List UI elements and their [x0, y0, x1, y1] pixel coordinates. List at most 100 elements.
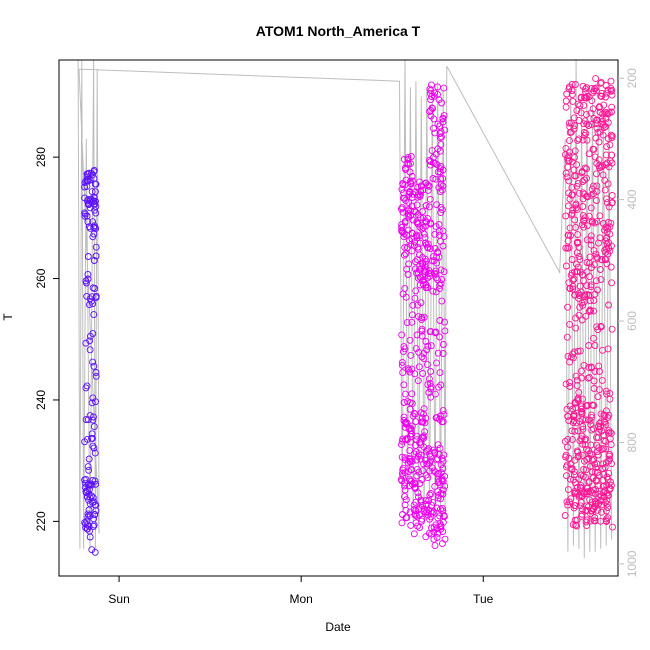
data-point [436, 369, 444, 377]
data-point [408, 390, 416, 398]
y-tick-label: 280 [34, 147, 48, 167]
data-point [398, 331, 406, 339]
data-point [579, 136, 587, 144]
data-point [426, 108, 434, 116]
data-point [430, 467, 438, 475]
data-point [399, 466, 407, 474]
data-point [411, 483, 419, 491]
data-point [562, 244, 570, 252]
data-point [438, 133, 445, 141]
data-point [403, 514, 411, 522]
data-point [569, 285, 577, 293]
data-point [82, 475, 90, 483]
data-point [432, 414, 440, 422]
data-point [89, 284, 97, 292]
data-point [418, 353, 426, 361]
data-point [593, 254, 601, 262]
data-point [82, 489, 90, 497]
data-point [82, 416, 90, 424]
data-point [406, 237, 414, 245]
data-point [574, 238, 582, 246]
data-point [606, 141, 614, 149]
data-point [603, 500, 611, 508]
data-point [571, 216, 579, 224]
data-point [591, 503, 599, 510]
data-point [586, 417, 594, 425]
data-points-layer [81, 75, 616, 556]
data-point [437, 381, 445, 389]
data-point [593, 170, 600, 178]
data-point [598, 508, 605, 516]
data-point [441, 535, 449, 543]
data-point [410, 242, 418, 250]
data-point [399, 290, 407, 298]
data-point [587, 204, 595, 212]
data-point [566, 123, 574, 131]
data-point [91, 188, 99, 196]
data-point [596, 234, 604, 242]
data-point [602, 437, 610, 445]
data-point [569, 97, 577, 105]
data-point [587, 517, 595, 525]
data-point [85, 506, 93, 514]
data-point [595, 493, 603, 501]
data-point [600, 411, 608, 419]
data-point [595, 444, 603, 452]
data-point [414, 243, 422, 251]
data-point [588, 120, 596, 128]
data-point [590, 307, 597, 315]
data-point [85, 455, 93, 463]
data-point [601, 499, 609, 507]
data-point [568, 466, 576, 473]
data-point [90, 222, 98, 230]
data-point [438, 276, 446, 283]
data-point [429, 175, 437, 182]
data-point [574, 136, 582, 144]
data-point [416, 480, 424, 487]
data-point [593, 448, 601, 456]
data-point [413, 432, 421, 440]
data-point [602, 445, 610, 453]
data-point [588, 426, 596, 434]
data-point [91, 477, 99, 485]
data-point [435, 415, 443, 423]
data-point [574, 427, 582, 435]
data-point [440, 411, 448, 419]
data-point [432, 175, 440, 183]
data-point [437, 280, 445, 288]
data-point [402, 176, 410, 184]
data-point [574, 397, 582, 404]
data-point [588, 468, 596, 476]
data-point [600, 437, 608, 445]
data-point [567, 271, 575, 279]
data-point [410, 207, 418, 215]
data-point [400, 251, 408, 259]
data-point [565, 177, 573, 185]
data-point [437, 141, 445, 149]
data-point [593, 506, 601, 514]
data-point [577, 408, 585, 415]
data-point [570, 410, 578, 418]
data-point [91, 501, 99, 509]
data-point [565, 244, 573, 252]
data-point [441, 327, 449, 335]
data-point [589, 401, 597, 409]
data-point [83, 197, 91, 205]
data-point [90, 311, 98, 319]
data-point [428, 257, 436, 265]
data-point [437, 525, 445, 533]
data-point [571, 502, 579, 510]
data-point [419, 418, 427, 426]
data-point [439, 341, 447, 348]
data-point [573, 376, 581, 384]
data-point [90, 362, 98, 370]
data-point [574, 347, 582, 355]
data-point [417, 451, 425, 459]
data-point [405, 260, 413, 268]
data-point [607, 77, 615, 85]
data-point [412, 519, 420, 527]
data-point [427, 269, 435, 277]
data-point [412, 287, 420, 295]
data-point [84, 463, 92, 471]
